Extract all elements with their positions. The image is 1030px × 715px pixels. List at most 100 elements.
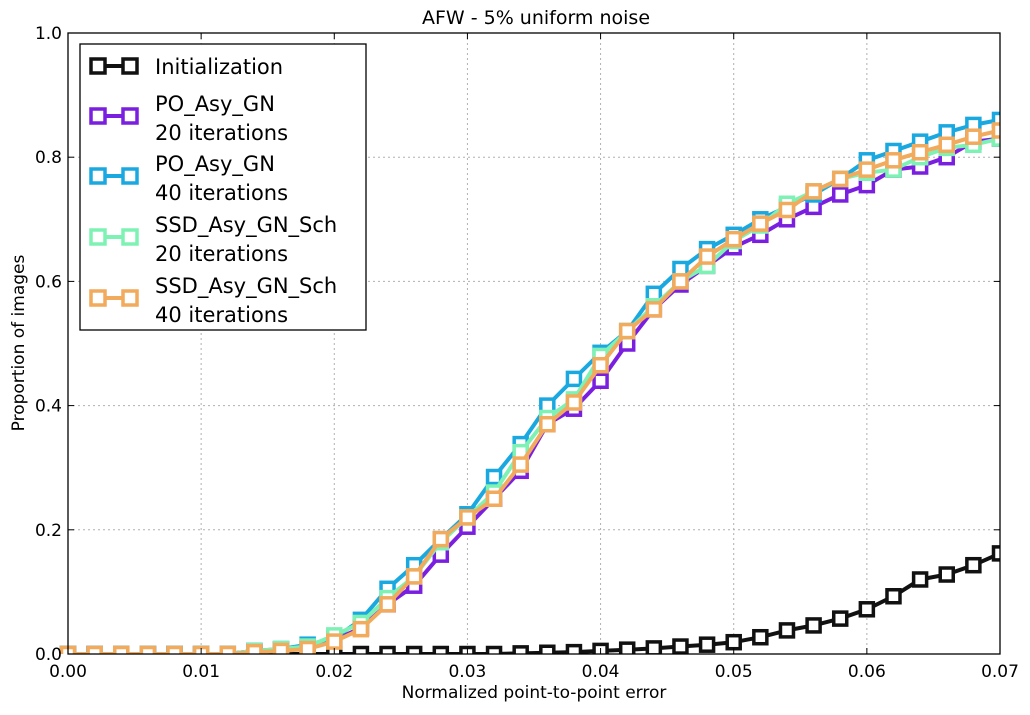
legend-swatch-marker <box>89 289 107 307</box>
data-point <box>645 640 663 654</box>
y-tick-label: 0.0 <box>35 645 62 665</box>
data-point <box>858 601 876 618</box>
legend-entry: PO_Asy_GN 20 iterations <box>89 92 288 145</box>
legend-label-line: PO_Asy_GN <box>155 92 275 117</box>
data-point <box>592 356 609 374</box>
data-point <box>379 596 396 613</box>
legend-label-line: 40 iterations <box>155 303 288 327</box>
data-point <box>139 645 157 654</box>
data-point <box>752 215 769 232</box>
legend-label: PO_Asy_GN 20 iterations <box>155 92 288 145</box>
data-point <box>752 628 769 646</box>
data-point <box>432 530 450 548</box>
legend-swatch-marker <box>121 167 139 185</box>
data-point <box>965 556 982 574</box>
x-tick-label: 0.04 <box>582 662 620 682</box>
x-tick-label: 0.02 <box>315 662 353 682</box>
plot-frame <box>67 32 1001 655</box>
data-point <box>405 568 423 585</box>
data-point <box>618 641 636 654</box>
y-axis-label: Proportion of images <box>9 255 29 432</box>
data-point <box>565 370 583 388</box>
data-point <box>539 644 556 654</box>
data-point <box>831 186 849 203</box>
data-point <box>565 643 583 654</box>
legend-label-line: 20 iterations <box>155 242 288 266</box>
legend-swatch-marker <box>121 228 139 246</box>
legend-swatch-marker <box>121 289 139 307</box>
data-point <box>672 273 689 290</box>
data-point <box>991 111 1000 129</box>
x-tick-label: 0.07 <box>981 662 1019 682</box>
data-point <box>166 645 183 654</box>
data-point <box>725 633 742 651</box>
data-point <box>831 170 849 188</box>
data-point <box>565 394 583 411</box>
y-tick-label: 0.2 <box>35 521 62 541</box>
x-axis-label: Normalized point-to-point error <box>402 683 667 703</box>
legend-swatch-marker <box>89 107 107 125</box>
data-point <box>592 372 609 390</box>
series-initialization-0 <box>59 545 1000 654</box>
legend-entry: SSD_Asy_GN_Sch 40 iterations <box>89 274 337 327</box>
legend-label-line: 40 iterations <box>155 181 288 205</box>
legend-swatch-marker <box>121 107 139 125</box>
data-point <box>432 645 450 654</box>
data-point <box>698 248 716 265</box>
y-tick-label: 0.6 <box>35 272 62 292</box>
y-tick-label: 0.4 <box>35 397 62 417</box>
data-point <box>113 645 130 654</box>
legend-swatch-marker <box>121 57 139 75</box>
data-point <box>459 509 476 526</box>
data-point <box>485 645 503 654</box>
data-point <box>485 490 503 507</box>
data-point <box>911 571 929 588</box>
data-point <box>965 128 982 145</box>
legend-entry: Initialization <box>89 55 283 79</box>
legend-swatch-marker <box>89 167 107 185</box>
legend-entry: PO_Asy_GN 40 iterations <box>89 152 288 205</box>
data-point <box>805 183 822 200</box>
y-tick-label: 0.8 <box>35 148 62 168</box>
x-tick-label: 0.01 <box>182 662 220 682</box>
legend-swatch-marker <box>89 228 107 246</box>
legend-label-line: SSD_Asy_GN_Sch <box>155 274 337 299</box>
data-point <box>352 645 370 654</box>
data-point <box>698 636 716 653</box>
data-point <box>618 322 636 340</box>
data-point <box>219 645 237 654</box>
data-point <box>86 645 103 654</box>
data-point <box>938 566 955 583</box>
data-point <box>778 622 796 639</box>
data-point <box>299 640 316 654</box>
data-point <box>352 620 370 638</box>
legend-label-line: SSD_Asy_GN_Sch <box>155 213 337 238</box>
data-point <box>885 152 902 169</box>
y-tick-label: 1.0 <box>35 24 62 44</box>
data-point <box>672 638 689 654</box>
data-point <box>246 643 263 654</box>
data-point <box>911 143 929 161</box>
axis-ticks: 0.00 0.01 0.02 0.03 0.04 0.05 0.06 0.07 0.0 0.2 0.… <box>35 24 1019 682</box>
legend-label-line: PO_Asy_GN <box>155 152 275 177</box>
legend-label-line: 20 iterations <box>155 121 288 145</box>
data-point <box>405 645 423 654</box>
legend-entry: SSD_Asy_GN_Sch 20 iterations <box>89 213 337 266</box>
legend-label: Initialization <box>155 55 283 79</box>
legend-label: PO_Asy_GN 40 iterations <box>155 152 288 205</box>
legend-label: SSD_Asy_GN_Sch 40 iterations <box>155 274 337 327</box>
data-point <box>858 161 876 178</box>
data-point <box>725 230 742 248</box>
data-point <box>379 645 396 654</box>
x-tick-label: 0.00 <box>49 662 87 682</box>
data-point <box>991 545 1000 562</box>
data-point <box>326 633 343 650</box>
legend-swatch-marker <box>89 57 107 75</box>
data-point <box>831 610 849 627</box>
data-point <box>991 122 1000 139</box>
legend-box <box>79 43 367 331</box>
data-point <box>778 201 796 219</box>
data-point <box>485 468 503 486</box>
